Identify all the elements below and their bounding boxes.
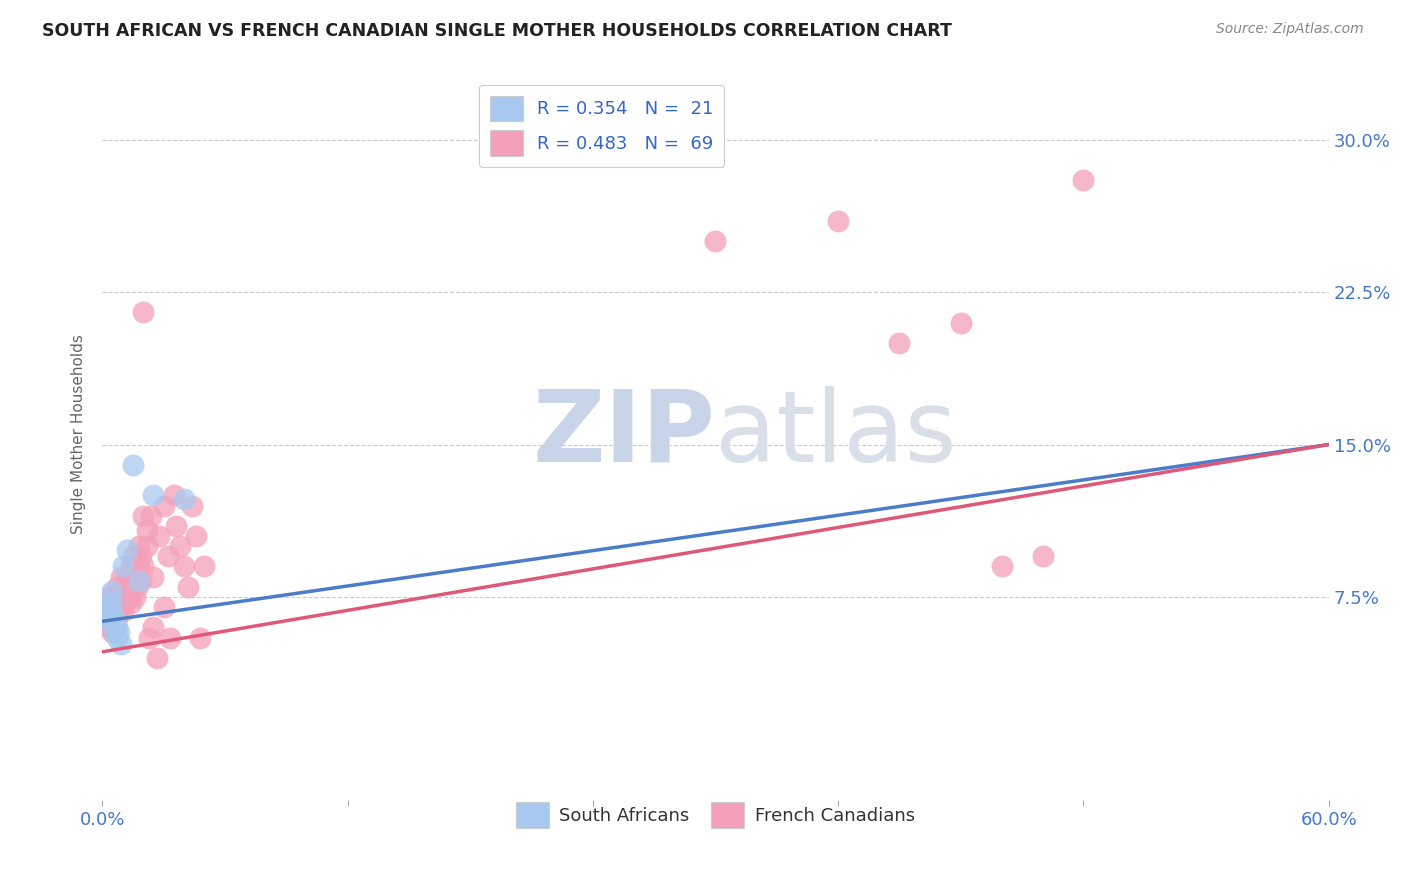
Point: [107, 588, 129, 602]
Point: [96, 598, 118, 612]
Legend: South Africans, French Canadians: South Africans, French Canadians: [509, 795, 922, 835]
Text: Source: ZipAtlas.com: Source: ZipAtlas.com: [1216, 22, 1364, 37]
Point: [181, 499, 204, 513]
Point: [128, 559, 150, 574]
Point: [105, 631, 128, 645]
Point: [1032, 549, 1054, 564]
Point: [120, 596, 142, 610]
Point: [103, 615, 125, 629]
Point: [114, 580, 136, 594]
Point: [110, 569, 132, 583]
Point: [122, 458, 145, 472]
Point: [177, 580, 200, 594]
Point: [889, 335, 911, 350]
Point: [142, 620, 165, 634]
Text: ZIP: ZIP: [533, 386, 716, 483]
Point: [97, 620, 120, 634]
Point: [163, 488, 186, 502]
Point: [122, 549, 145, 564]
Point: [105, 610, 128, 624]
Point: [152, 499, 174, 513]
Point: [827, 214, 849, 228]
Point: [100, 604, 122, 618]
Point: [97, 600, 120, 615]
Y-axis label: Single Mother Households: Single Mother Households: [72, 334, 86, 534]
Point: [105, 580, 128, 594]
Point: [101, 583, 124, 598]
Point: [114, 596, 136, 610]
Point: [118, 574, 141, 588]
Point: [111, 559, 134, 574]
Point: [97, 610, 120, 624]
Point: [107, 624, 129, 639]
Point: [165, 518, 187, 533]
Point: [100, 615, 122, 629]
Point: [148, 529, 170, 543]
Point: [115, 569, 138, 583]
Point: [105, 620, 128, 634]
Point: [103, 610, 125, 624]
Point: [152, 600, 174, 615]
Point: [100, 596, 122, 610]
Point: [93, 604, 115, 618]
Point: [124, 590, 146, 604]
Text: atlas: atlas: [716, 386, 957, 483]
Point: [118, 590, 141, 604]
Point: [146, 651, 169, 665]
Point: [132, 508, 155, 523]
Point: [188, 631, 211, 645]
Point: [97, 610, 120, 624]
Point: [138, 631, 160, 645]
Text: SOUTH AFRICAN VS FRENCH CANADIAN SINGLE MOTHER HOUSEHOLDS CORRELATION CHART: SOUTH AFRICAN VS FRENCH CANADIAN SINGLE …: [42, 22, 952, 40]
Point: [96, 596, 118, 610]
Point: [100, 602, 122, 616]
Point: [159, 631, 181, 645]
Point: [186, 529, 208, 543]
Point: [101, 624, 124, 639]
Point: [132, 305, 155, 319]
Point: [1073, 173, 1095, 187]
Point: [141, 508, 163, 523]
Point: [142, 488, 165, 502]
Point: [136, 523, 159, 537]
Point: [111, 604, 134, 618]
Point: [96, 604, 118, 618]
Point: [93, 602, 115, 616]
Point: [193, 559, 215, 574]
Point: [169, 539, 191, 553]
Point: [103, 590, 125, 604]
Point: [111, 583, 134, 598]
Point: [120, 559, 142, 574]
Point: [96, 615, 118, 629]
Point: [125, 559, 148, 574]
Point: [173, 559, 195, 574]
Point: [173, 492, 195, 507]
Point: [990, 559, 1012, 574]
Point: [103, 624, 125, 639]
Point: [142, 569, 165, 583]
Point: [132, 559, 155, 574]
Point: [136, 539, 159, 553]
Point: [110, 600, 132, 615]
Point: [124, 569, 146, 583]
Point: [122, 580, 145, 594]
Point: [115, 543, 138, 558]
Point: [97, 590, 120, 604]
Point: [115, 583, 138, 598]
Point: [128, 574, 150, 588]
Point: [156, 549, 179, 564]
Point: [704, 234, 727, 248]
Point: [110, 637, 132, 651]
Point: [101, 604, 124, 618]
Point: [107, 596, 129, 610]
Point: [125, 580, 148, 594]
Point: [129, 549, 152, 564]
Point: [129, 574, 152, 588]
Point: [101, 596, 124, 610]
Point: [949, 316, 972, 330]
Point: [128, 539, 150, 553]
